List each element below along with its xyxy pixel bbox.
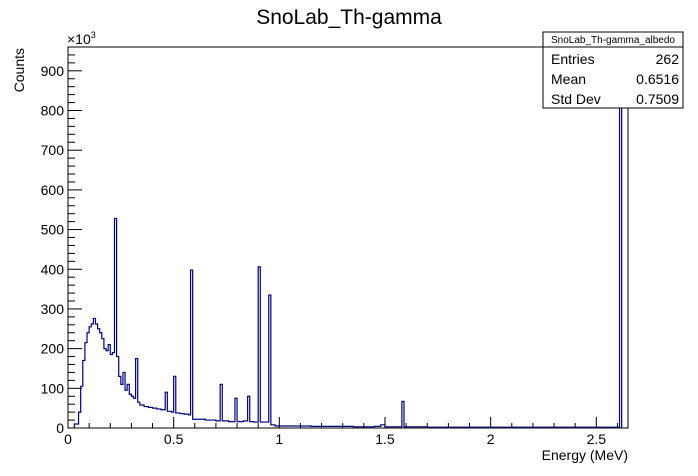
y-tick-label: 100 <box>41 380 65 396</box>
y-tick-label: 600 <box>41 182 65 198</box>
x-tick-label: 2 <box>487 431 495 447</box>
histogram-series <box>73 53 623 428</box>
y-tick-label: 400 <box>41 261 65 277</box>
stats-stddev-label: Std Dev <box>551 91 601 107</box>
y-tick-label: 0 <box>56 420 64 436</box>
y-tick-label: 800 <box>41 103 65 119</box>
y-axis-label: Counts <box>11 48 27 92</box>
x-axis-ticks: 0 0.5 1 1.5 2 2.5 <box>64 417 618 447</box>
stats-box-frame <box>542 31 684 109</box>
stats-box-title: SnoLab_Th-gamma_albedo <box>551 35 675 46</box>
stats-entries-label: Entries <box>551 51 595 67</box>
stats-entries-value: 262 <box>656 51 680 67</box>
stats-mean-label: Mean <box>551 71 586 87</box>
y-tick-label: 700 <box>41 142 65 158</box>
y-axis-multiplier: ×103 <box>67 30 96 47</box>
x-tick-label: 0.5 <box>164 431 184 447</box>
stats-box: SnoLab_Th-gamma_albedo Entries 262 Mean … <box>542 31 684 109</box>
y-axis-ticks: 0 100 200 300 400 500 600 700 800 900 <box>41 46 82 436</box>
histogram-line-0 <box>73 53 623 428</box>
x-axis-label: Energy (MeV) <box>542 447 628 463</box>
x-tick-label: 0 <box>64 431 72 447</box>
y-tick-label: 500 <box>41 222 65 238</box>
x-tick-label: 2.5 <box>587 431 607 447</box>
x-tick-label: 1.5 <box>375 431 395 447</box>
y-tick-label: 300 <box>41 301 65 317</box>
stats-stddev-value: 0.7509 <box>636 91 679 107</box>
chart-title: SnoLab_Th-gamma <box>256 6 442 29</box>
x-tick-label: 1 <box>275 431 283 447</box>
y-tick-label: 900 <box>41 63 65 79</box>
stats-mean-value: 0.6516 <box>636 71 679 87</box>
y-tick-label: 200 <box>41 341 65 357</box>
